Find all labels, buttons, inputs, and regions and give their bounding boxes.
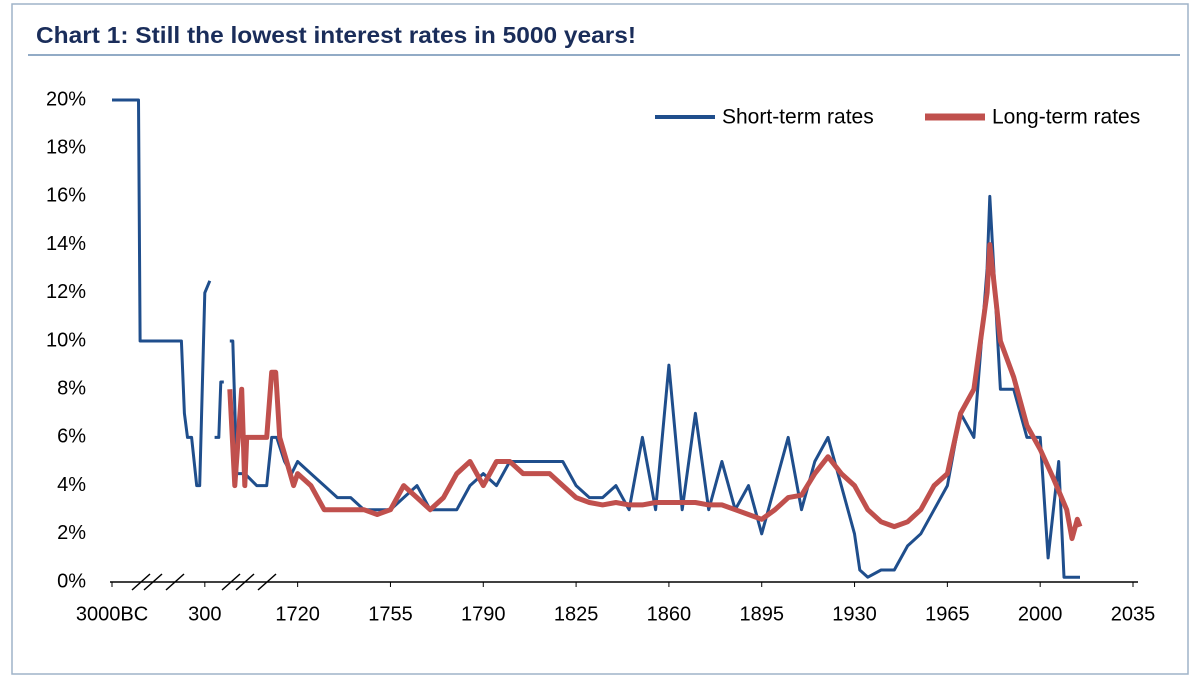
chart-title: Chart 1: Still the lowest interest rates… — [36, 22, 636, 48]
x-tick-label: 3000BC — [76, 603, 148, 625]
x-tick-label: 2000 — [1018, 603, 1063, 625]
y-tick-label: 2% — [57, 522, 86, 544]
y-tick-label: 8% — [57, 377, 86, 399]
legend-label: Long-term rates — [992, 106, 1140, 129]
x-tick-label: 300 — [188, 603, 221, 625]
frame — [11, 3, 1189, 675]
x-tick-label: 1825 — [554, 603, 599, 625]
y-tick-label: 16% — [46, 185, 86, 207]
series-line — [227, 242, 1083, 542]
legend-label: Short-term rates — [722, 106, 874, 129]
x-tick-label: 1895 — [739, 603, 784, 625]
x-tick-label: 2035 — [1111, 603, 1156, 625]
y-tick-label: 0% — [57, 570, 86, 592]
y-tick-label: 20% — [46, 88, 86, 110]
y-tick-label: 4% — [57, 474, 86, 496]
y-tick-label: 14% — [46, 233, 86, 255]
y-tick-label: 6% — [57, 426, 86, 448]
x-tick-label: 1930 — [832, 603, 877, 625]
x-tick-label: 1860 — [647, 603, 692, 625]
y-tick-label: 12% — [46, 281, 86, 303]
x-tick-label: 1965 — [925, 603, 970, 625]
y-tick-label: 10% — [46, 329, 86, 351]
x-tick-label: 1720 — [275, 603, 320, 625]
x-tick-label: 1755 — [368, 603, 413, 625]
x-tick-label: 1790 — [461, 603, 506, 625]
y-tick-label: 18% — [46, 136, 86, 158]
